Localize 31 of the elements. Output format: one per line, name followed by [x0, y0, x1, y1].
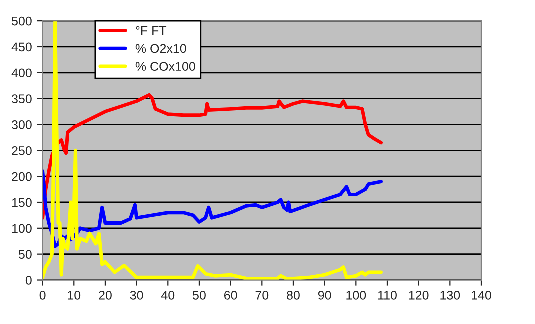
y-tick-label: 500: [12, 16, 32, 26]
y-tick-label: 250: [12, 146, 32, 156]
x-tick-label: 50: [193, 291, 206, 300]
y-tick-label: 0: [26, 276, 32, 285]
x-tick-label: 20: [99, 291, 112, 300]
x-tick-label: 110: [378, 291, 397, 300]
x-tick-label: 10: [68, 291, 81, 300]
x-tick-label: 90: [318, 291, 332, 300]
x-tick-label: 40: [161, 291, 175, 300]
y-tick-label: 200: [12, 172, 32, 182]
y-tick-label: 50: [18, 250, 32, 259]
y-tick-label: 300: [12, 120, 32, 130]
x-tick-label: 60: [224, 291, 238, 300]
x-tick-label: 140: [472, 291, 492, 300]
line-series: [42, 170, 383, 248]
y-tick-label: 400: [12, 68, 32, 78]
x-tick-label: 30: [130, 291, 144, 300]
y-tick-label: 100: [12, 224, 32, 234]
legend-label: % O2x10: [136, 44, 186, 54]
x-tick-label: 100: [346, 291, 366, 300]
x-tick-label: 70: [256, 291, 269, 300]
x-tick-label: 130: [440, 291, 460, 300]
y-tick-label: 150: [12, 198, 32, 208]
legend-label: °F FT: [136, 26, 167, 36]
x-tick-label: 120: [409, 291, 429, 300]
x-tick-label: 80: [287, 291, 300, 300]
legend-label: % COx100: [136, 62, 196, 72]
line-series: [42, 93, 383, 220]
x-tick-label: 0: [40, 291, 46, 300]
y-tick-label: 450: [12, 42, 32, 52]
y-tick-label: 350: [12, 94, 32, 104]
